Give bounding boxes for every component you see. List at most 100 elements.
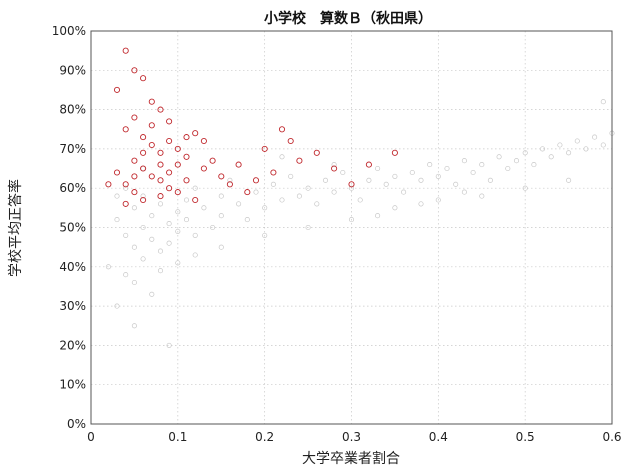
background-point: [383, 181, 389, 187]
x-tick-label: 0.4: [429, 430, 448, 444]
background-point: [210, 224, 216, 231]
background-point: [583, 146, 589, 152]
background-point: [470, 169, 476, 176]
chart-title: 小学校 算数Ｂ（秋田県）: [264, 10, 432, 27]
background-point: [592, 134, 598, 140]
highlight-point: [365, 161, 372, 168]
x-tick-label: 0.2: [255, 430, 274, 444]
background-point: [496, 154, 502, 160]
highlight-point: [140, 165, 147, 172]
background-point: [131, 279, 137, 286]
highlight-point: [252, 177, 260, 184]
background-point: [218, 244, 224, 250]
background-point: [357, 197, 363, 203]
background-point: [236, 201, 242, 207]
highlight-point: [140, 134, 147, 141]
background-point: [270, 181, 276, 187]
y-tick-label: 90%: [59, 63, 86, 77]
background-point: [279, 154, 285, 160]
highlight-point: [113, 169, 121, 176]
highlight-point: [166, 185, 173, 192]
grid: [91, 31, 612, 424]
background-point: [566, 150, 572, 156]
highlight-point: [209, 157, 216, 164]
highlight-point: [200, 137, 207, 145]
background-point: [192, 232, 198, 238]
y-tick-label: 40%: [59, 260, 86, 274]
background-point: [149, 213, 155, 219]
highlight-point: [148, 122, 155, 129]
highlight-point: [122, 181, 129, 188]
background-point: [175, 228, 181, 234]
highlight-point: [122, 200, 129, 207]
background-point: [157, 268, 164, 274]
background-point: [340, 169, 346, 176]
background-point: [401, 189, 407, 195]
x-tick-label: 0.5: [516, 430, 535, 444]
y-tick-label: 80%: [59, 103, 86, 117]
background-point: [513, 158, 520, 164]
highlight-point: [157, 161, 164, 168]
background-point: [114, 303, 120, 309]
background-point: [409, 169, 415, 176]
background-point: [566, 177, 572, 183]
background-point: [487, 177, 493, 183]
x-tick-label: 0: [87, 430, 95, 444]
background-point: [123, 232, 129, 238]
y-axis-ticks: 0% 10% 20% 30% 40% 50% 60% 70% 80% 90% 100%: [52, 24, 86, 431]
highlight-point: [166, 137, 173, 145]
background-point: [218, 213, 224, 219]
background-point: [157, 201, 164, 207]
background-point: [149, 291, 155, 297]
background-point: [600, 142, 606, 148]
background-point: [505, 165, 511, 172]
x-tick-label: 0.1: [168, 430, 187, 444]
highlight-point: [166, 118, 173, 125]
highlight-point: [148, 98, 155, 105]
highlight-point: [113, 86, 121, 93]
x-axis-label: 大学卒業者割合: [302, 450, 400, 467]
highlight-point: [226, 181, 233, 188]
background-point: [192, 252, 198, 258]
background-point: [166, 342, 172, 348]
highlight-points: [105, 47, 398, 207]
background-point: [522, 150, 528, 156]
background-point: [166, 240, 172, 246]
background-point: [461, 189, 467, 195]
highlight-point: [105, 181, 112, 188]
background-point: [253, 189, 259, 195]
highlight-point: [296, 157, 303, 164]
highlight-point: [131, 114, 138, 121]
highlight-point: [157, 149, 164, 156]
background-point: [444, 165, 450, 172]
background-point: [375, 213, 381, 219]
highlight-point: [192, 196, 199, 204]
background-point: [461, 158, 467, 164]
highlight-point: [157, 193, 164, 200]
highlight-point: [270, 169, 277, 176]
highlight-point: [131, 67, 138, 74]
highlight-point: [140, 196, 147, 204]
background-point: [149, 236, 155, 242]
background-point: [331, 189, 337, 195]
highlight-point: [148, 173, 155, 180]
y-tick-label: 60%: [59, 181, 86, 195]
highlight-point: [174, 161, 181, 168]
highlight-point: [200, 165, 207, 172]
y-tick-label: 70%: [59, 142, 86, 156]
background-point: [175, 209, 181, 215]
background-point: [522, 185, 528, 191]
highlight-point: [122, 47, 129, 54]
background-point: [201, 205, 207, 211]
y-tick-label: 100%: [52, 24, 86, 38]
background-point: [131, 244, 137, 250]
highlight-point: [183, 177, 190, 184]
background-point: [331, 162, 337, 168]
highlight-point: [131, 173, 138, 180]
background-point: [227, 177, 233, 183]
highlight-point: [218, 173, 225, 180]
background-point: [348, 185, 355, 191]
background-point: [435, 197, 441, 203]
highlight-point: [174, 145, 181, 152]
y-tick-label: 20%: [59, 338, 86, 352]
